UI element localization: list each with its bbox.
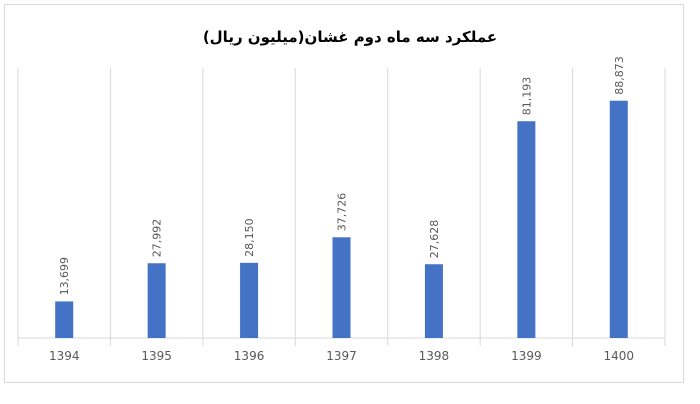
- chart-title: عملکرد سه ماه دوم غشان(میلیون ریال): [203, 28, 497, 46]
- bar: [240, 262, 259, 338]
- x-tick-label: 1400: [604, 349, 635, 363]
- x-tick-label: 1394: [49, 349, 80, 363]
- bar: [609, 100, 628, 338]
- data-label: 27,628: [428, 220, 441, 259]
- bar: [424, 264, 443, 338]
- data-label: 27,992: [151, 219, 164, 258]
- data-label: 37,726: [336, 193, 349, 232]
- x-tick-label: 1395: [141, 349, 172, 363]
- data-label: 28,150: [243, 218, 256, 256]
- bar: [147, 263, 166, 338]
- x-tick-label: 1397: [326, 349, 357, 363]
- data-label: 13,699: [58, 257, 71, 296]
- data-label: 88,873: [613, 56, 626, 95]
- bar: [517, 121, 536, 338]
- data-label: 81,193: [520, 77, 533, 116]
- bar: [332, 237, 351, 338]
- x-tick-label: 1398: [419, 349, 450, 363]
- x-tick-label: 1396: [234, 349, 265, 363]
- bar: [55, 301, 74, 338]
- x-tick-label: 1399: [511, 349, 542, 363]
